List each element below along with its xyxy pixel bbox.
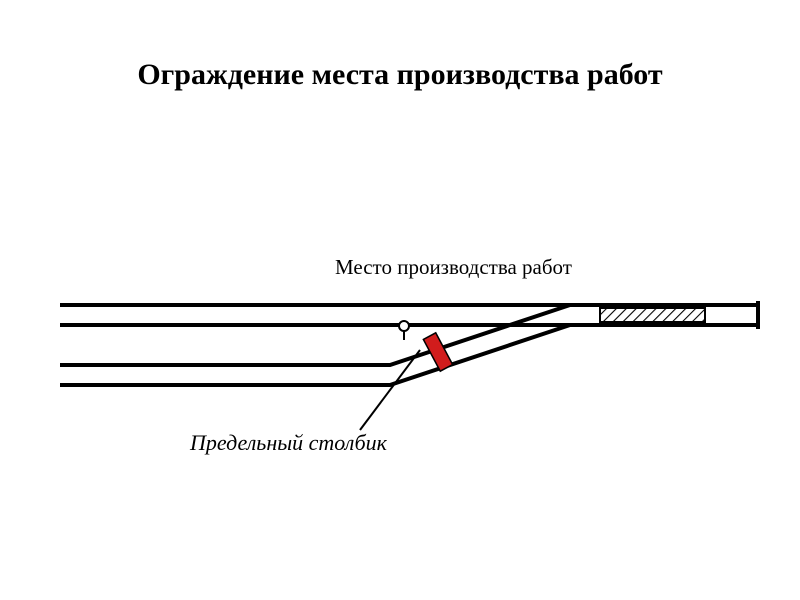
work-zone-hatched [600,308,705,322]
limit-post-head [399,321,409,331]
rail-diverge-outer [60,305,570,365]
page: Ограждение места производства работ Мест… [0,0,800,600]
rail-diverge-inner [60,325,570,385]
page-title: Ограждение места производства работ [0,58,800,92]
leader-line [360,350,420,430]
work-area-label: Место производства работ [335,255,572,280]
track-diagram [60,290,760,470]
